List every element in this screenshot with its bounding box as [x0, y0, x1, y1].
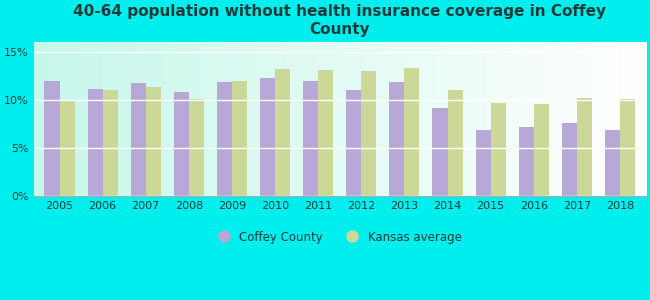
Bar — [60, 100, 75, 196]
Bar — [346, 90, 361, 196]
Bar — [605, 130, 620, 196]
Bar — [620, 99, 635, 196]
Bar — [318, 70, 333, 196]
Bar — [534, 104, 549, 196]
Bar — [232, 81, 247, 196]
Bar — [44, 81, 60, 196]
Bar — [217, 82, 232, 196]
Bar — [131, 83, 146, 196]
Bar — [88, 89, 103, 196]
Bar — [389, 82, 404, 196]
Bar — [577, 98, 592, 196]
Bar — [260, 77, 275, 196]
Bar — [432, 108, 447, 196]
Bar — [146, 87, 161, 196]
Bar — [491, 103, 506, 196]
Bar — [562, 123, 577, 196]
Bar — [174, 92, 189, 196]
Title: 40-64 population without health insurance coverage in Coffey
County: 40-64 population without health insuranc… — [73, 4, 606, 37]
Legend: Coffey County, Kansas average: Coffey County, Kansas average — [213, 226, 466, 249]
Bar — [189, 99, 204, 196]
Bar — [447, 90, 463, 196]
Bar — [404, 68, 419, 196]
Bar — [303, 81, 318, 196]
Bar — [103, 90, 118, 196]
Bar — [519, 127, 534, 196]
Bar — [361, 71, 376, 196]
Bar — [476, 130, 491, 196]
Bar — [275, 69, 290, 196]
